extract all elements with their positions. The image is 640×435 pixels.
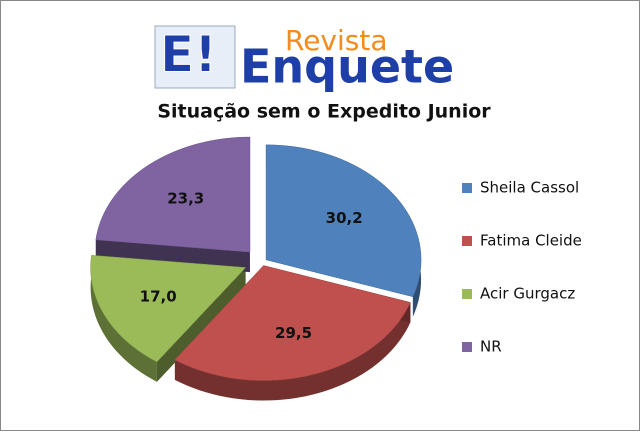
chart-title: Situação sem o Expedito Junior	[157, 101, 491, 123]
legend-label: Fatima Cleide	[480, 232, 582, 250]
logo-box	[154, 25, 236, 89]
slice-side	[90, 255, 157, 382]
logo-mark: E!	[160, 26, 217, 84]
legend-label: Acir Gurgacz	[480, 285, 575, 303]
legend-swatch	[462, 289, 472, 299]
data-label: 23,3	[167, 190, 204, 208]
data-label: 29,5	[275, 324, 312, 342]
legend-swatch	[462, 183, 472, 193]
legend-swatch	[462, 342, 472, 352]
slice-side	[174, 302, 411, 401]
legend-swatch	[462, 236, 472, 246]
legend-label: Sheila Cassol	[480, 179, 579, 197]
slice	[95, 136, 251, 253]
logo-top: Revista	[285, 24, 388, 57]
data-label: 17,0	[140, 288, 177, 306]
slice	[174, 265, 411, 381]
legend-label: NR	[480, 338, 502, 356]
slice-wall	[156, 267, 246, 382]
logo-main: Enquete	[240, 40, 454, 94]
slice	[265, 144, 422, 298]
slice	[90, 255, 247, 363]
slice-wall	[95, 239, 250, 273]
data-label: 30,2	[326, 209, 363, 227]
